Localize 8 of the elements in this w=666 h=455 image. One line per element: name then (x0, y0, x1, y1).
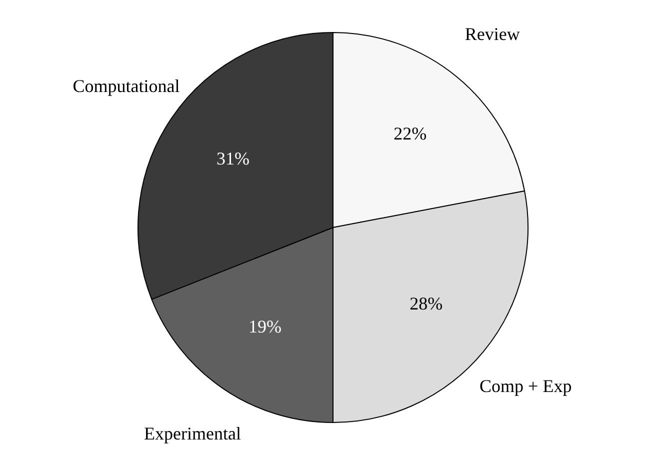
slice-label: Review (464, 24, 520, 44)
slice-label: Comp + Exp (480, 376, 572, 396)
slice-label: Computational (72, 76, 180, 96)
data-label: 31% (216, 148, 250, 169)
slice-label: Experimental (144, 423, 241, 444)
data-label: 19% (248, 316, 282, 336)
data-label: 28% (410, 294, 443, 314)
data-label: 22% (394, 123, 427, 144)
